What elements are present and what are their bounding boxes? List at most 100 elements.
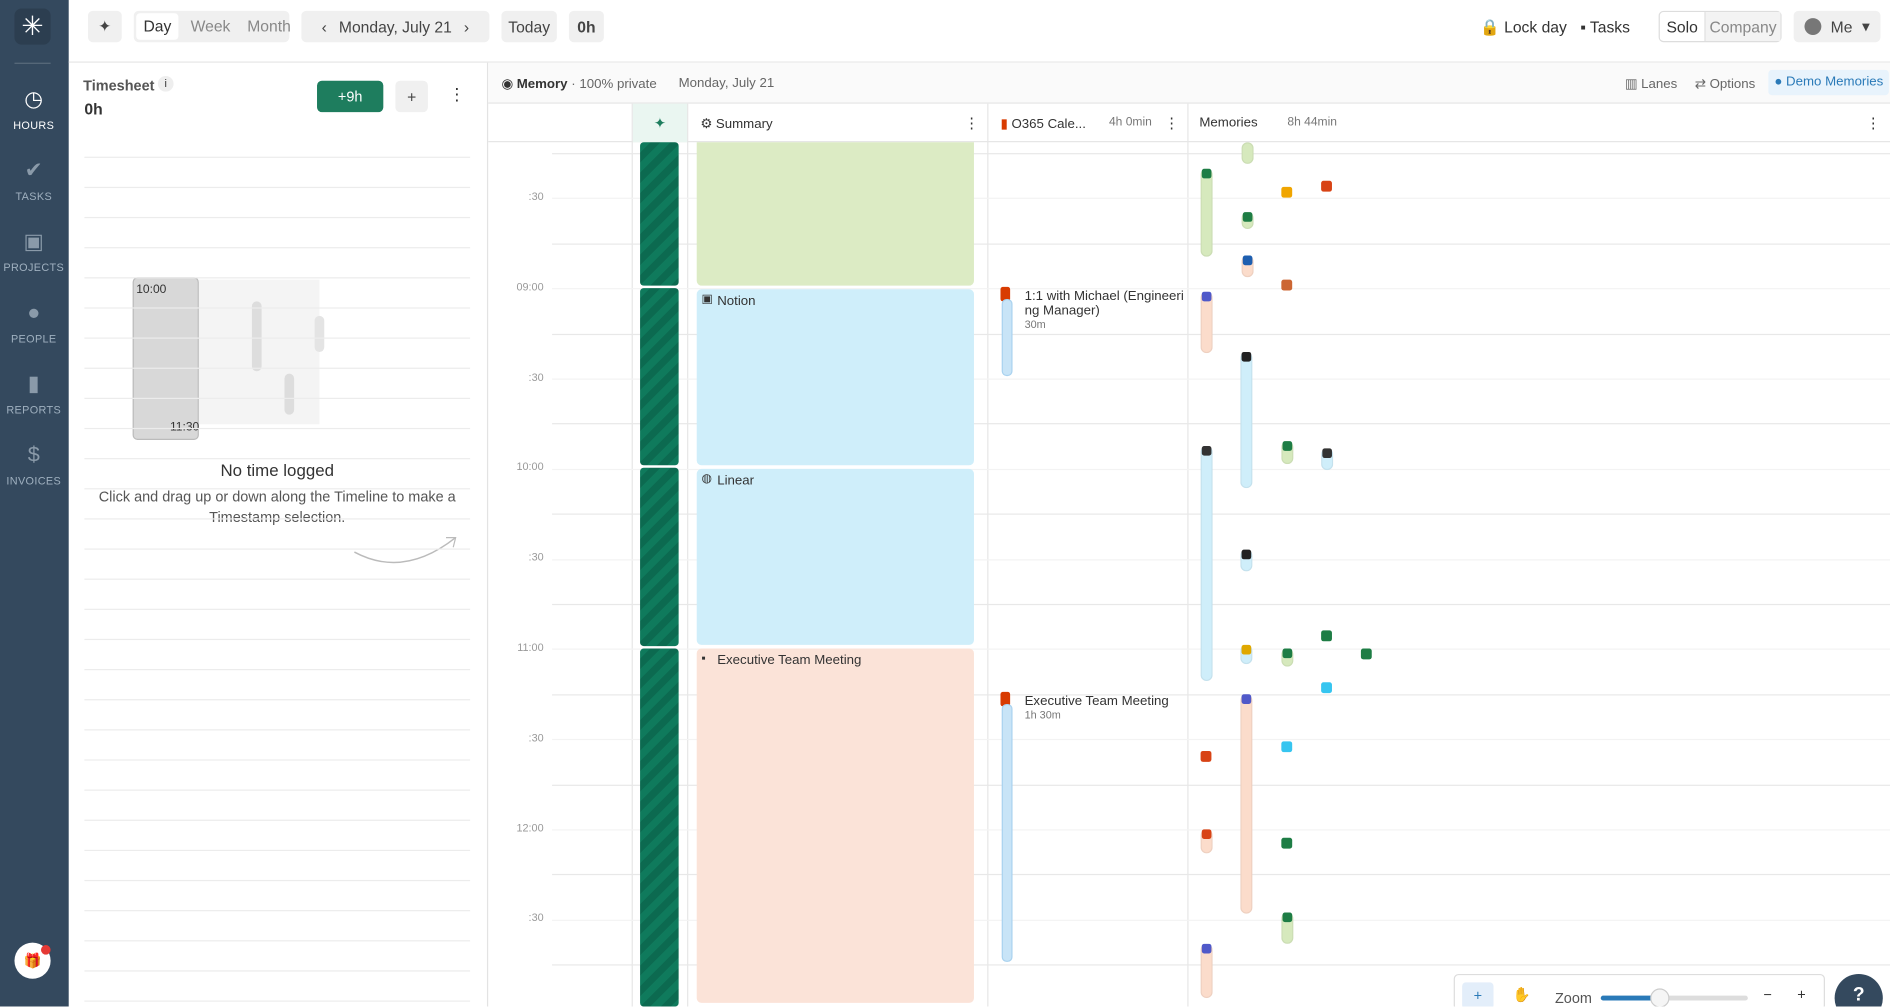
add-tool[interactable]: + (1462, 982, 1494, 1007)
memory-icon (1201, 943, 1212, 954)
divider (14, 62, 51, 64)
sheet-line (84, 699, 471, 701)
memory-icon (1201, 291, 1212, 302)
ai-button[interactable]: +9h (317, 80, 384, 113)
col-line (987, 103, 989, 1007)
memory-pill[interactable] (1241, 142, 1254, 164)
nav-icon[interactable]: ✔ (24, 157, 43, 183)
memory-icon[interactable] (1200, 750, 1212, 762)
hand-tool[interactable]: ✋ (1512, 986, 1531, 1003)
ai-column: ✦ (632, 103, 688, 143)
sheet-line (84, 458, 471, 460)
memory-icon (1241, 694, 1252, 704)
memory-icon[interactable] (1281, 837, 1293, 849)
time-label: :30 (528, 370, 544, 383)
illustration-pill (251, 301, 262, 372)
zoom-out[interactable]: − (1763, 986, 1772, 1003)
next[interactable]: › (463, 17, 470, 36)
nav-icon[interactable]: ▣ (23, 229, 44, 254)
memory-pill[interactable] (1200, 445, 1213, 682)
lanes-button[interactable]: ▥ Lanes (1624, 77, 1678, 92)
memory-label: ◉ Memory · 100% private (501, 77, 657, 92)
calendar-header: ▮ O365 Cale... (1000, 116, 1086, 132)
illustration-pill (284, 373, 295, 415)
memory-icon (1241, 549, 1252, 560)
memory-icon (1282, 648, 1293, 659)
timesheet-total: 0h (84, 100, 103, 119)
memory-icon (1241, 351, 1252, 362)
event-bar[interactable] (1001, 703, 1013, 962)
summary-icon: ▣ (701, 292, 713, 307)
sheet-line (84, 397, 471, 399)
view-tab[interactable]: Day (136, 13, 179, 40)
lock-day[interactable]: 🔒 Lock day (1480, 18, 1567, 37)
options-button[interactable]: ⇄ Options (1694, 77, 1756, 92)
memory-icon[interactable] (1281, 741, 1293, 753)
summary-block[interactable] (696, 648, 974, 1003)
memory-pill[interactable] (1200, 168, 1213, 257)
more[interactable]: ⋮ (1164, 114, 1179, 132)
empty-title: No time logged (220, 460, 334, 480)
logo[interactable]: ✳ (14, 8, 51, 45)
column-header (488, 104, 1890, 143)
memory-pill[interactable] (1240, 694, 1253, 914)
sheet-line (84, 819, 471, 821)
memories-duration: 8h 44min (1287, 115, 1337, 129)
event-title: Executive Team Meeting (1024, 694, 1169, 709)
nav-icon[interactable]: ● (27, 300, 41, 325)
memory-icon[interactable] (1360, 648, 1372, 660)
date-picker[interactable]: ‹ Monday, July 21 › (301, 10, 490, 43)
ai-strip (640, 467, 679, 647)
memory-icon[interactable] (1321, 180, 1332, 192)
today-button[interactable]: Today (501, 10, 557, 43)
summary-block[interactable] (696, 289, 974, 466)
event-bar[interactable] (1001, 298, 1013, 377)
more[interactable]: ⋮ (1865, 114, 1881, 132)
memory-icon (1241, 644, 1252, 655)
nav-icon[interactable]: $ (27, 442, 40, 467)
user-menu[interactable]: Me ▾ (1793, 10, 1881, 43)
more-button[interactable]: ⋮ (448, 84, 466, 104)
magic-button[interactable]: ✦ (87, 10, 122, 43)
zoom-in[interactable]: + (1797, 986, 1806, 1003)
summary-header: ⚙ Summary (700, 116, 773, 132)
grid-line (552, 784, 1890, 786)
sheet-line (84, 488, 471, 490)
memory-icon[interactable] (1321, 682, 1332, 694)
memory-pill[interactable] (1240, 351, 1253, 489)
grid-line (552, 694, 1890, 696)
help-button[interactable]: ? (1834, 973, 1883, 1007)
zoom-label: Zoom (1554, 989, 1592, 1007)
memory-icon[interactable] (1281, 279, 1293, 291)
nav-icon[interactable]: ▮ (27, 371, 40, 396)
event-title: 1:1 with Michael (Engineeri (1024, 289, 1184, 304)
zoom-track[interactable] (1600, 995, 1748, 1001)
tasks-button[interactable]: ▪ Tasks (1580, 18, 1630, 37)
demo-button[interactable]: ● Demo Memories (1768, 69, 1890, 96)
illustration-start: 10:00 (136, 283, 167, 297)
time-label: 11:00 (517, 641, 544, 654)
nav-label: TASKS (15, 190, 53, 203)
memory-date: Monday, July 21 (678, 75, 775, 91)
nav-label: HOURS (13, 119, 55, 132)
memory-icon (1201, 445, 1212, 456)
zoom-thumb[interactable] (1650, 988, 1670, 1007)
view-tab[interactable]: Week (190, 16, 231, 35)
add-button[interactable]: + (395, 80, 428, 113)
mode-solo[interactable]: Solo (1660, 12, 1706, 41)
memory-icon[interactable] (1321, 630, 1332, 642)
memory-icon (1282, 441, 1293, 451)
info-icon[interactable]: i (157, 75, 174, 92)
mode-company[interactable]: Company (1705, 12, 1781, 41)
view-tab[interactable]: Month (247, 16, 291, 35)
demo-label: Demo Memories (1786, 74, 1884, 90)
nav-icon[interactable]: ◷ (24, 86, 44, 111)
user: Me (1830, 17, 1853, 36)
prev[interactable]: ‹ (321, 17, 327, 36)
more[interactable]: ⋮ (964, 114, 979, 132)
badge (40, 945, 51, 955)
time-label: 09:00 (516, 280, 544, 293)
summary-block[interactable] (696, 468, 974, 645)
memory-icon[interactable] (1281, 186, 1293, 198)
